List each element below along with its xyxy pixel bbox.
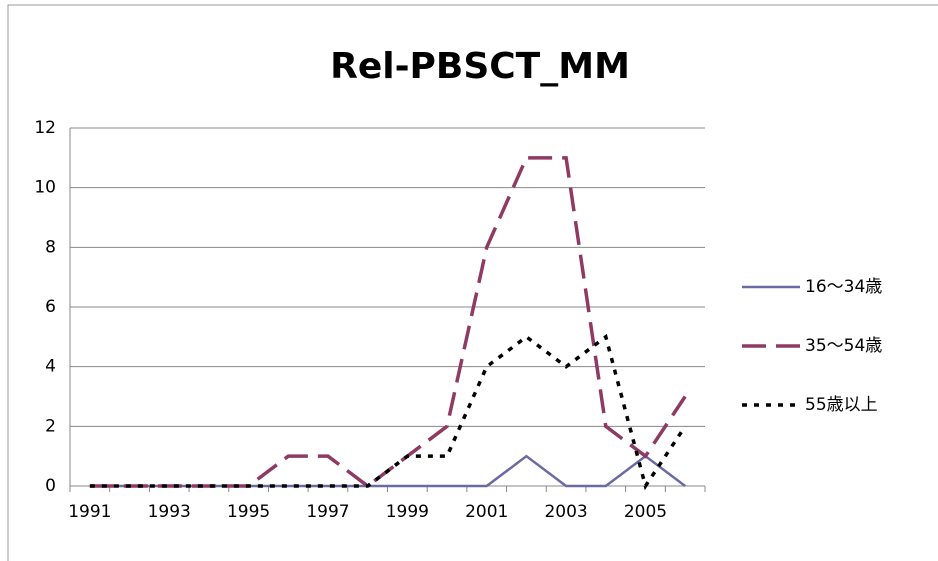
- legend-label: 35～54歳: [805, 336, 882, 356]
- x-tick-label: 2005: [624, 502, 667, 522]
- x-tick-label: 2003: [544, 502, 587, 522]
- x-tick-label: 1991: [68, 502, 111, 522]
- y-tick-label: 0: [45, 476, 56, 496]
- x-tick-label: 1993: [148, 502, 191, 522]
- legend-label: 16～34歳: [805, 277, 882, 297]
- chart-frame: [7, 4, 938, 561]
- y-tick-label: 12: [34, 118, 56, 138]
- x-tick-label: 2001: [465, 502, 508, 522]
- y-tick-label: 6: [45, 297, 56, 317]
- y-tick-label: 10: [34, 178, 56, 198]
- x-tick-label: 1999: [386, 502, 429, 522]
- series-line: [89, 333, 687, 491]
- y-tick-label: 4: [45, 357, 56, 377]
- x-tick-label: 1995: [227, 502, 270, 522]
- y-tick-label: 8: [45, 237, 56, 257]
- y-tick-label: 2: [45, 416, 56, 436]
- chart-title: Rel-PBSCT_MM: [330, 46, 630, 87]
- legend-label: 55歳以上: [805, 395, 878, 415]
- x-tick-label: 1997: [306, 502, 349, 522]
